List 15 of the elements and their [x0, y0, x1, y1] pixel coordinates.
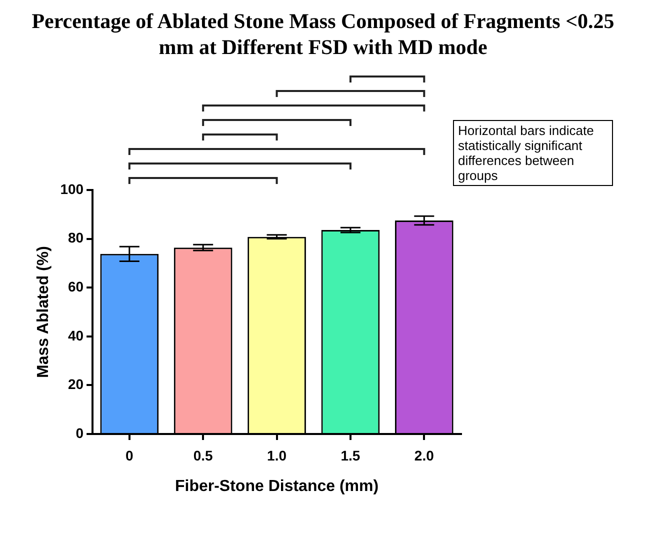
- x-tick-label: 1.0: [267, 447, 287, 464]
- y-tick-label: 80: [68, 230, 84, 246]
- x-tick-label: 0.5: [193, 447, 214, 464]
- y-tick-label: 0: [76, 424, 84, 441]
- x-tick-label: 2.0: [414, 447, 434, 464]
- y-tick-label: 60: [68, 278, 84, 294]
- text: Horizontal bars indicate statistically significant differences between groups: [453, 120, 613, 186]
- x-tick-label: 0: [126, 447, 134, 464]
- y-axis-title: Mass Ablated (%): [35, 246, 52, 378]
- x-tick-label: 1.5: [340, 447, 360, 464]
- y-tick-label: 20: [68, 376, 84, 392]
- x-axis-title: Fiber-Stone Distance (mm): [174, 478, 379, 495]
- chart-title: Percentage of Ablated Stone Mass Composed of Fragments <0.25 mm at Different FSD with MD mode: [30, 8, 616, 60]
- y-tick-label: 40: [68, 327, 84, 344]
- y-tick-label: 100: [60, 180, 84, 197]
